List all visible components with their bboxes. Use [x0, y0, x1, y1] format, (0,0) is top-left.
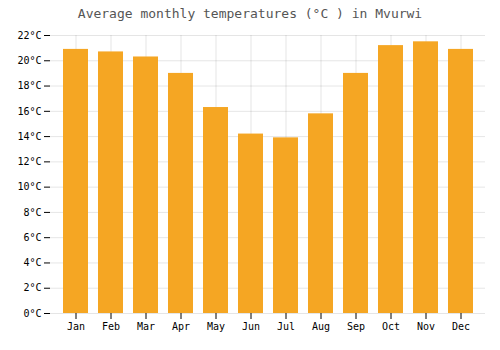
svg-text:14°C: 14°C	[17, 131, 41, 142]
svg-text:16°C: 16°C	[17, 106, 41, 117]
svg-text:20°C: 20°C	[17, 55, 41, 66]
svg-text:Feb: Feb	[102, 321, 120, 332]
svg-text:6°C: 6°C	[23, 232, 41, 243]
svg-text:Mar: Mar	[137, 321, 155, 332]
svg-text:May: May	[207, 321, 225, 332]
svg-text:2°C: 2°C	[23, 282, 41, 293]
svg-text:12°C: 12°C	[17, 156, 41, 167]
svg-text:18°C: 18°C	[17, 80, 41, 91]
svg-text:Jan: Jan	[67, 321, 85, 332]
svg-text:Dec: Dec	[452, 321, 470, 332]
svg-text:Nov: Nov	[417, 321, 435, 332]
svg-text:4°C: 4°C	[23, 257, 41, 268]
svg-text:22°C: 22°C	[17, 30, 41, 41]
svg-text:Aug: Aug	[312, 321, 330, 332]
svg-text:Apr: Apr	[172, 321, 190, 332]
svg-text:Jun: Jun	[242, 321, 260, 332]
html-text:Average monthly temperatures (: Average monthly temperatures (°C ) in Mv…	[77, 6, 423, 21]
svg-text:10°C: 10°C	[17, 181, 41, 192]
svg-text:8°C: 8°C	[23, 207, 41, 218]
svg-text:Jul: Jul	[277, 321, 295, 332]
svg-text:Oct: Oct	[382, 321, 400, 332]
svg-text:Sep: Sep	[347, 321, 365, 332]
svg-text:0°C: 0°C	[23, 308, 41, 319]
